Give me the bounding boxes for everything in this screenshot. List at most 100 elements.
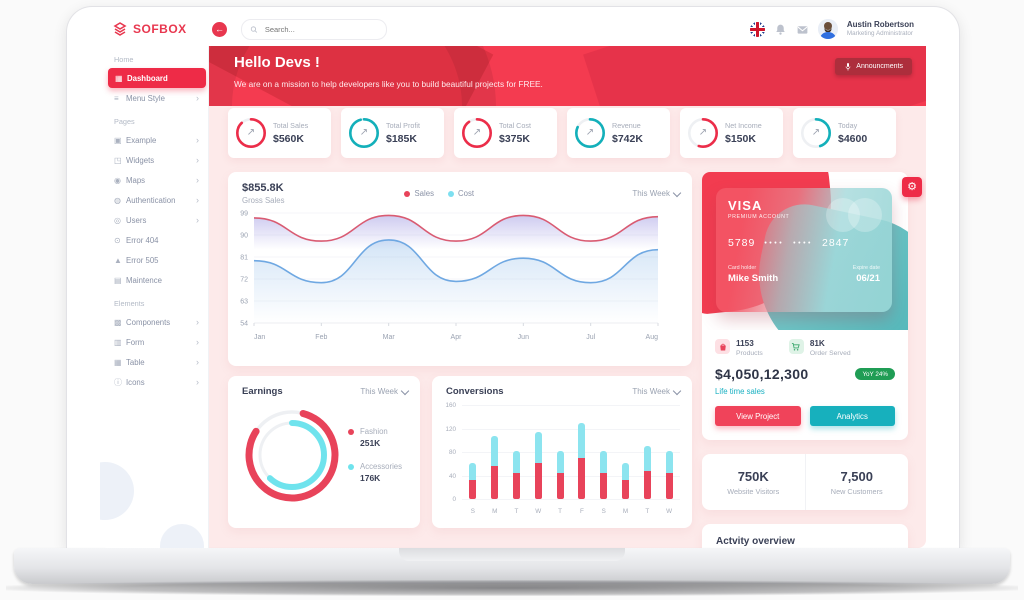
- sidebar-item-label: Example: [126, 135, 157, 145]
- progress-ring-icon: ↗: [349, 118, 379, 148]
- decorative-blob: [100, 462, 134, 520]
- stat-card-row: ↗ Total Sales $560K ↗ Total Profit $185K…: [228, 108, 896, 158]
- orders-label: Order Served: [809, 350, 851, 357]
- sidebar-item-example[interactable]: ▣ Example ›: [100, 130, 208, 150]
- stat-label: Net Income: [725, 121, 762, 130]
- example-icon: ▣: [114, 135, 122, 145]
- progress-ring-icon: ↗: [236, 118, 266, 148]
- language-flag-icon[interactable]: [749, 21, 765, 37]
- components-icon: ▩: [114, 317, 122, 327]
- arrow-up-right-icon: ↗: [359, 127, 369, 138]
- dashboard-grid-icon: ▦: [115, 73, 123, 83]
- bar-segment-cost: [491, 435, 499, 466]
- hero-title: Hello Devs !: [234, 54, 320, 71]
- orders-count: 81K: [809, 339, 825, 348]
- arrow-up-right-icon: ↗: [246, 127, 256, 138]
- search-box[interactable]: [241, 18, 387, 40]
- activity-overview-title: Actvity overview: [716, 536, 795, 547]
- bar-segment-sales: [578, 457, 586, 499]
- y-axis-tick: 160: [445, 402, 456, 409]
- user-avatar[interactable]: [817, 19, 838, 39]
- stat-card-total-sales[interactable]: ↗ Total Sales $560K: [228, 108, 331, 158]
- user-meta[interactable]: Austin Robertson Marketing Administrator: [847, 20, 914, 38]
- sidebar-item-error-505[interactable]: ▲ Error 505: [100, 250, 208, 270]
- stat-value: $150K: [725, 133, 756, 145]
- y-axis-tick: 40: [448, 472, 456, 480]
- legend-value: 176K: [360, 473, 381, 483]
- sidebar-collapse-button[interactable]: ←: [212, 21, 227, 37]
- chevron-right-icon: ›: [196, 376, 199, 387]
- sidebar-item-users[interactable]: ◎ Users ›: [100, 210, 208, 230]
- card-chip-circles: [826, 198, 882, 232]
- masked-digits: ••••: [764, 239, 785, 247]
- sidebar-section-label: Home: [114, 55, 134, 64]
- sidebar-item-table[interactable]: ▦ Table ›: [100, 352, 208, 372]
- bar-segment-cost: [556, 451, 564, 473]
- bar-segment-cost: [534, 431, 542, 464]
- account-summary-card: ⚙ VISA PREMIUM ACCOUNT 5789 •••• •••• 28…: [702, 172, 922, 440]
- map-pin-icon: ◉: [114, 175, 121, 185]
- stat-card-today[interactable]: ↗ Today $4600: [793, 108, 896, 158]
- products-label: Products: [736, 350, 763, 357]
- widgets-icon: ◳: [114, 155, 122, 165]
- logo[interactable]: SOFBOX: [100, 21, 208, 37]
- new-customers-label: New Customers: [830, 486, 883, 496]
- bell-icon[interactable]: [774, 23, 787, 36]
- stat-card-net-income[interactable]: ↗ Net Income $150K: [680, 108, 783, 158]
- mail-icon[interactable]: [796, 23, 809, 36]
- sidebar-item-error-404[interactable]: ⊙ Error 404: [100, 230, 208, 250]
- stat-label: Today: [838, 121, 858, 130]
- settings-gear-button[interactable]: ⚙: [902, 177, 922, 197]
- sales-summary: 1153 Products: [702, 330, 908, 426]
- conversions-period-dropdown[interactable]: This Week: [632, 386, 682, 396]
- app-window: SOFBOX ←: [100, 12, 926, 548]
- bar-segment-sales: [512, 472, 520, 499]
- bar-segment-sales: [491, 465, 499, 499]
- stat-card-total-cost[interactable]: ↗ Total Cost $375K: [454, 108, 557, 158]
- chevron-right-icon: ›: [196, 194, 199, 205]
- sidebar-item-components[interactable]: ▩ Components ›: [100, 312, 208, 332]
- svg-text:Aug: Aug: [646, 334, 659, 341]
- sidebar-item-icons[interactable]: ⓘ Icons ›: [100, 372, 208, 392]
- legend-dot: [447, 190, 454, 197]
- announcements-button[interactable]: Announcments: [835, 58, 912, 75]
- earnings-legend-accessories: Accessories 176K: [348, 462, 402, 483]
- svg-text:63: 63: [240, 299, 248, 306]
- sidebar-item-maps[interactable]: ◉ Maps ›: [100, 170, 208, 190]
- stat-card-revenue[interactable]: ↗ Revenue $742K: [567, 108, 670, 158]
- top-bar-actions: Austin Robertson Marketing Administrator: [749, 19, 926, 39]
- visitors-card: 750K Website Visitors 7,500 New Customer…: [702, 454, 908, 510]
- sidebar-item-label: Users: [126, 215, 147, 225]
- sidebar-item-label: Error 505: [126, 255, 159, 265]
- credit-card[interactable]: VISA PREMIUM ACCOUNT 5789 •••• •••• 2847…: [716, 188, 892, 312]
- analytics-button[interactable]: Analytics: [809, 406, 895, 426]
- chevron-right-icon: ›: [196, 174, 199, 185]
- visa-panel: VISA PREMIUM ACCOUNT 5789 •••• •••• 2847…: [702, 172, 908, 330]
- orders-cart-icon: [788, 339, 804, 354]
- earnings-period-dropdown[interactable]: This Week: [360, 386, 410, 396]
- main-content: Hello Devs ! We are on a mission to help…: [208, 46, 926, 548]
- sidebar-item-form[interactable]: ▥ Form ›: [100, 332, 208, 352]
- stat-value: $375K: [499, 133, 530, 145]
- search-input[interactable]: [262, 23, 378, 35]
- card-holder-name: Mike Smith: [728, 273, 779, 284]
- bar-segment-sales: [643, 470, 651, 499]
- sidebar: Home ▦ Dashboard ≡ Menu Style › Pages ▣ …: [100, 46, 209, 548]
- gridline: [462, 405, 680, 406]
- stat-label: Revenue: [612, 121, 641, 130]
- bar-segment-cost: [665, 451, 673, 473]
- error-404-icon: ⊙: [114, 235, 121, 245]
- sidebar-item-authentication[interactable]: ◍ Authentication ›: [100, 190, 208, 210]
- maintenance-icon: ▤: [114, 275, 122, 285]
- sidebar-item-maintence[interactable]: ▤ Maintence: [100, 270, 208, 290]
- sidebar-item-dashboard[interactable]: ▦ Dashboard: [108, 68, 206, 88]
- stat-label: Total Profit: [386, 121, 420, 130]
- sidebar-item-widgets[interactable]: ◳ Widgets ›: [100, 150, 208, 170]
- stat-card-total-profit[interactable]: ↗ Total Profit $185K: [341, 108, 444, 158]
- conversions-title: Conversions: [446, 386, 504, 397]
- expire-date-label: Expire date: [852, 265, 880, 271]
- gross-sales-period-dropdown[interactable]: This Week: [632, 188, 682, 198]
- view-project-button[interactable]: View Project: [715, 406, 801, 426]
- sidebar-item-label: Menu Style: [126, 93, 166, 103]
- sidebar-item-menu-style[interactable]: ≡ Menu Style ›: [100, 88, 208, 108]
